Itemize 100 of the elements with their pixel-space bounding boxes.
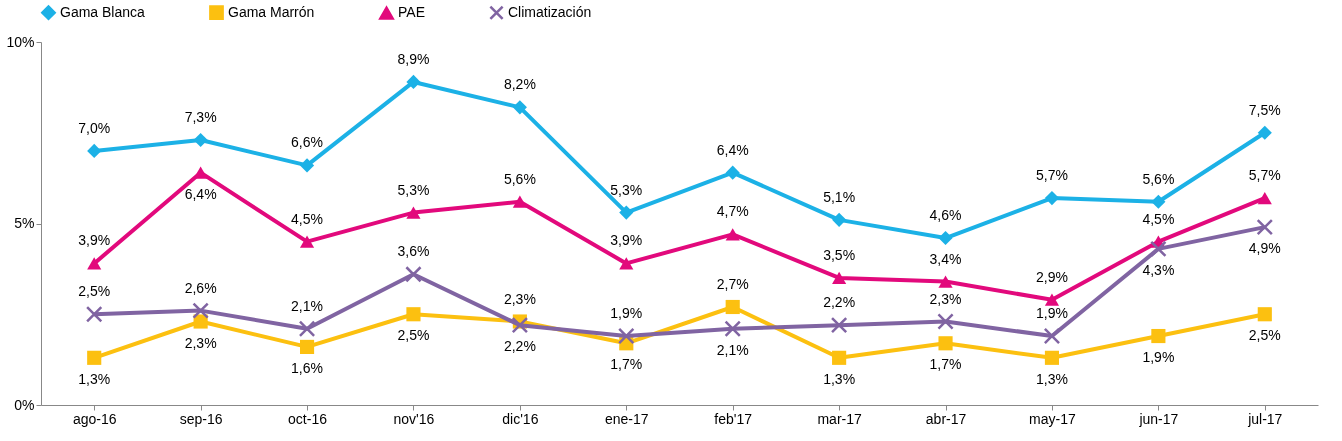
data-label: 2,5% <box>397 327 430 344</box>
x-tick-label: dic'16 <box>502 410 539 427</box>
legend-label: Gama Marrón <box>228 3 315 20</box>
x-tick-label: jun-17 <box>1138 410 1179 427</box>
data-label: 2,5% <box>1248 327 1281 344</box>
point <box>725 299 740 315</box>
point <box>725 228 740 241</box>
point <box>511 316 529 334</box>
y-tick-label: 5% <box>14 215 35 231</box>
x-tick-label: feb'17 <box>714 410 753 427</box>
point <box>299 158 315 173</box>
data-label: 5,7% <box>1036 167 1068 184</box>
data-label: 3,9% <box>78 232 111 249</box>
data-label: 2,2% <box>823 294 856 311</box>
point <box>619 257 634 270</box>
point <box>1151 194 1166 209</box>
data-label: 5,3% <box>610 181 643 198</box>
data-label: 6,4% <box>716 141 749 158</box>
y-tick-label: 0% <box>14 396 35 413</box>
data-label: 2,3% <box>503 290 536 307</box>
point <box>832 212 847 227</box>
point <box>619 205 634 220</box>
data-label: 3,6% <box>397 243 430 260</box>
point <box>512 195 527 208</box>
point <box>724 320 742 338</box>
legend-label: Climatización <box>508 3 592 20</box>
point <box>1257 191 1272 205</box>
data-label: 1,7% <box>610 356 643 373</box>
data-label: 4,5% <box>291 210 323 227</box>
point <box>1044 293 1060 306</box>
data-label: 2,3% <box>929 290 962 307</box>
data-label: 2,2% <box>503 338 536 355</box>
data-label: 2,6% <box>184 279 217 296</box>
x-tick-label: may-17 <box>1029 410 1077 427</box>
data-label: 4,9% <box>1248 240 1281 257</box>
point <box>938 230 953 246</box>
legend-label: PAE <box>398 4 425 21</box>
y-tick-label: 10% <box>6 33 35 50</box>
data-label: 3,5% <box>823 246 856 263</box>
point <box>832 271 847 285</box>
data-label: 5,1% <box>823 188 856 205</box>
x-tick-label: abr-17 <box>925 410 967 427</box>
data-label: 2,7% <box>716 275 749 292</box>
data-label: 2,1% <box>716 341 749 358</box>
point <box>1150 240 1167 258</box>
point <box>1257 307 1272 322</box>
point <box>405 266 422 283</box>
data-label: 2,1% <box>291 297 323 314</box>
point <box>299 235 315 248</box>
x-tick-label: oct-16 <box>288 410 328 427</box>
point <box>1257 125 1272 140</box>
data-label: 5,3% <box>397 181 430 198</box>
data-label: 3,9% <box>610 232 643 249</box>
point <box>192 302 209 319</box>
data-label: 1,6% <box>291 359 323 376</box>
point <box>1151 328 1166 344</box>
x-tick-label: nov'16 <box>393 410 435 427</box>
point <box>87 257 102 270</box>
point <box>406 307 421 322</box>
point <box>87 350 102 365</box>
x-tick-label: ago-16 <box>72 410 117 427</box>
data-label: 2,5% <box>78 283 111 300</box>
data-label: 3,4% <box>929 250 962 267</box>
point <box>938 275 953 288</box>
x-tick-label: ene-17 <box>604 410 649 427</box>
data-label: 7,0% <box>78 119 111 136</box>
point <box>830 316 848 334</box>
point <box>1044 350 1060 365</box>
point <box>193 166 208 179</box>
data-label: 6,4% <box>184 185 217 202</box>
data-label: 8,9% <box>397 50 430 67</box>
point <box>193 132 208 148</box>
x-tick-label: jul-17 <box>1247 410 1283 427</box>
legend-label: Gama Blanca <box>60 3 146 20</box>
point <box>725 165 740 180</box>
point <box>1043 327 1061 345</box>
data-label: 5,7% <box>1248 167 1281 184</box>
data-label: 1,3% <box>823 370 856 387</box>
point <box>617 327 635 345</box>
point <box>298 320 316 338</box>
point <box>87 143 102 158</box>
data-label: 8,2% <box>503 76 536 93</box>
data-label: 1,3% <box>1036 370 1068 387</box>
data-label: 6,6% <box>291 134 323 151</box>
point <box>406 206 421 219</box>
data-label: 7,3% <box>184 109 217 126</box>
data-label: 7,5% <box>1248 101 1281 118</box>
data-label: 2,3% <box>184 334 217 351</box>
data-label: 1,9% <box>1036 305 1068 322</box>
data-label: 4,3% <box>1142 261 1175 278</box>
x-tick-label: sep-16 <box>179 410 223 427</box>
data-label: 1,9% <box>610 305 643 322</box>
x-tick-label: mar-17 <box>817 410 862 427</box>
data-label: 2,9% <box>1036 268 1068 285</box>
point <box>85 305 103 323</box>
point <box>406 74 421 89</box>
point <box>832 350 847 365</box>
point <box>1256 218 1274 236</box>
point <box>512 100 527 115</box>
data-label: 1,3% <box>78 370 111 387</box>
